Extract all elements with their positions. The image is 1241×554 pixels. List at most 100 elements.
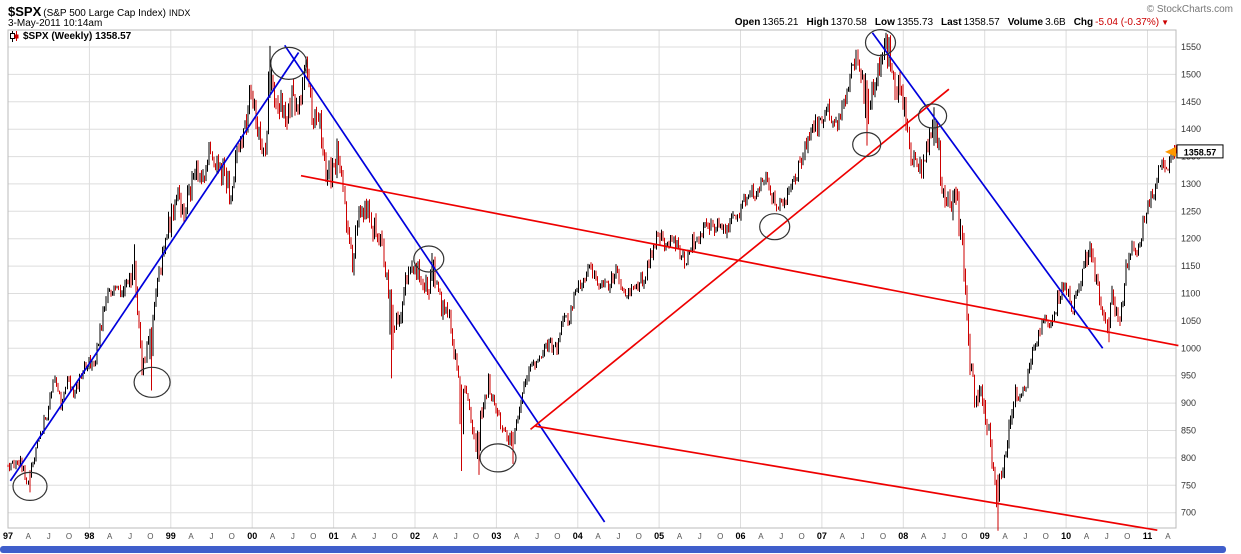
svg-text:A: A bbox=[107, 532, 113, 541]
annotation-circle-2 bbox=[133, 366, 171, 398]
svg-text:950: 950 bbox=[1181, 371, 1196, 381]
svg-text:10: 10 bbox=[1061, 531, 1071, 541]
svg-text:08: 08 bbox=[898, 531, 908, 541]
open-value: 1365.21 bbox=[762, 17, 799, 28]
svg-text:A: A bbox=[595, 532, 601, 541]
last-value: 1358.57 bbox=[963, 17, 1000, 28]
annotation-circle-8 bbox=[864, 28, 897, 57]
svg-text:700: 700 bbox=[1181, 508, 1196, 518]
svg-text:99: 99 bbox=[166, 531, 176, 541]
svg-text:1000: 1000 bbox=[1181, 343, 1201, 353]
svg-text:O: O bbox=[1124, 532, 1130, 541]
trendline-red-6 bbox=[535, 425, 1158, 532]
chg-value: -5.04 (-0.37%) bbox=[1095, 17, 1160, 28]
svg-text:A: A bbox=[433, 532, 439, 541]
svg-text:J: J bbox=[1105, 532, 1109, 541]
symbol: $SPX bbox=[8, 4, 42, 19]
svg-text:1450: 1450 bbox=[1181, 97, 1201, 107]
svg-text:02: 02 bbox=[410, 531, 420, 541]
trendline-red-4 bbox=[529, 88, 950, 431]
chg-label: Chg bbox=[1073, 17, 1094, 28]
exchange-label: INDX bbox=[168, 8, 191, 18]
svg-text:J: J bbox=[372, 532, 376, 541]
svg-text:J: J bbox=[47, 532, 51, 541]
annotation-circles bbox=[12, 28, 948, 501]
svg-text:J: J bbox=[535, 532, 539, 541]
svg-text:O: O bbox=[717, 532, 723, 541]
svg-text:1300: 1300 bbox=[1181, 179, 1201, 189]
axis-labels: 1550150014501400135013001250120011501100… bbox=[3, 42, 1201, 541]
svg-text:97: 97 bbox=[3, 531, 13, 541]
annotation-circle-1 bbox=[12, 471, 48, 501]
candlestick-icon bbox=[10, 31, 19, 42]
trendline-blue-3 bbox=[871, 32, 1104, 349]
svg-text:01: 01 bbox=[329, 531, 339, 541]
svg-text:05: 05 bbox=[654, 531, 664, 541]
annotation-circle-6 bbox=[759, 213, 791, 241]
svg-text:A: A bbox=[1084, 532, 1090, 541]
volume-label: Volume bbox=[1007, 17, 1044, 28]
svg-text:J: J bbox=[1023, 532, 1027, 541]
svg-text:A: A bbox=[840, 532, 846, 541]
svg-text:09: 09 bbox=[980, 531, 990, 541]
svg-text:1500: 1500 bbox=[1181, 69, 1201, 79]
annotation-circle-7 bbox=[852, 131, 882, 158]
svg-text:J: J bbox=[128, 532, 132, 541]
svg-text:A: A bbox=[1165, 532, 1171, 541]
svg-text:A: A bbox=[677, 532, 683, 541]
high-label: High bbox=[806, 17, 829, 28]
svg-text:900: 900 bbox=[1181, 398, 1196, 408]
svg-text:1250: 1250 bbox=[1181, 206, 1201, 216]
svg-text:O: O bbox=[798, 532, 804, 541]
svg-text:00: 00 bbox=[247, 531, 257, 541]
quote-line: Open 1365.21 High 1370.58 Low 1355.73 Last 1358… bbox=[727, 17, 1169, 28]
price-arrow-icon bbox=[1165, 146, 1176, 157]
svg-text:J: J bbox=[698, 532, 702, 541]
svg-text:O: O bbox=[880, 532, 886, 541]
svg-text:750: 750 bbox=[1181, 480, 1196, 490]
grid bbox=[7, 29, 1177, 529]
svg-text:1400: 1400 bbox=[1181, 124, 1201, 134]
svg-text:O: O bbox=[1043, 532, 1049, 541]
svg-text:A: A bbox=[1002, 532, 1008, 541]
svg-text:06: 06 bbox=[735, 531, 745, 541]
svg-text:J: J bbox=[942, 532, 946, 541]
svg-text:O: O bbox=[473, 532, 479, 541]
svg-text:98: 98 bbox=[84, 531, 94, 541]
svg-text:1100: 1100 bbox=[1181, 289, 1200, 299]
svg-text:1150: 1150 bbox=[1181, 261, 1200, 271]
low-value: 1355.73 bbox=[896, 17, 934, 28]
annotation-circle-5 bbox=[479, 443, 517, 473]
last-price-tag: 1358.57 bbox=[1165, 144, 1224, 159]
chart-title: $SPX (S&P 500 Large Cap Index) INDX bbox=[8, 3, 190, 21]
svg-text:O: O bbox=[391, 532, 397, 541]
svg-text:850: 850 bbox=[1181, 426, 1196, 436]
svg-text:O: O bbox=[66, 532, 72, 541]
horizontal-scrollbar[interactable] bbox=[0, 546, 1226, 553]
svg-text:J: J bbox=[861, 532, 865, 541]
svg-text:A: A bbox=[758, 532, 764, 541]
svg-text:A: A bbox=[351, 532, 357, 541]
candles-down bbox=[7, 34, 1177, 531]
svg-text:A: A bbox=[270, 532, 276, 541]
svg-text:O: O bbox=[636, 532, 642, 541]
last-label: Last bbox=[941, 17, 962, 28]
svg-text:04: 04 bbox=[573, 531, 583, 541]
svg-text:1550: 1550 bbox=[1181, 42, 1201, 52]
volume-value: 3.6B bbox=[1045, 17, 1066, 28]
high-value: 1370.58 bbox=[830, 17, 867, 28]
svg-text:03: 03 bbox=[491, 531, 501, 541]
chart-legend: $SPX (Weekly) 1358.57 bbox=[10, 31, 131, 42]
trendline-blue-1 bbox=[9, 52, 300, 482]
svg-text:1200: 1200 bbox=[1181, 234, 1201, 244]
svg-text:07: 07 bbox=[817, 531, 827, 541]
chg-down-arrow-icon: ▼ bbox=[1161, 18, 1169, 27]
svg-text:11: 11 bbox=[1143, 531, 1153, 541]
trendlines bbox=[9, 32, 1179, 532]
svg-text:J: J bbox=[291, 532, 295, 541]
copyright: © StockCharts.com bbox=[1146, 4, 1233, 15]
legend-text: $SPX (Weekly) 1358.57 bbox=[23, 31, 132, 42]
svg-text:A: A bbox=[26, 532, 32, 541]
